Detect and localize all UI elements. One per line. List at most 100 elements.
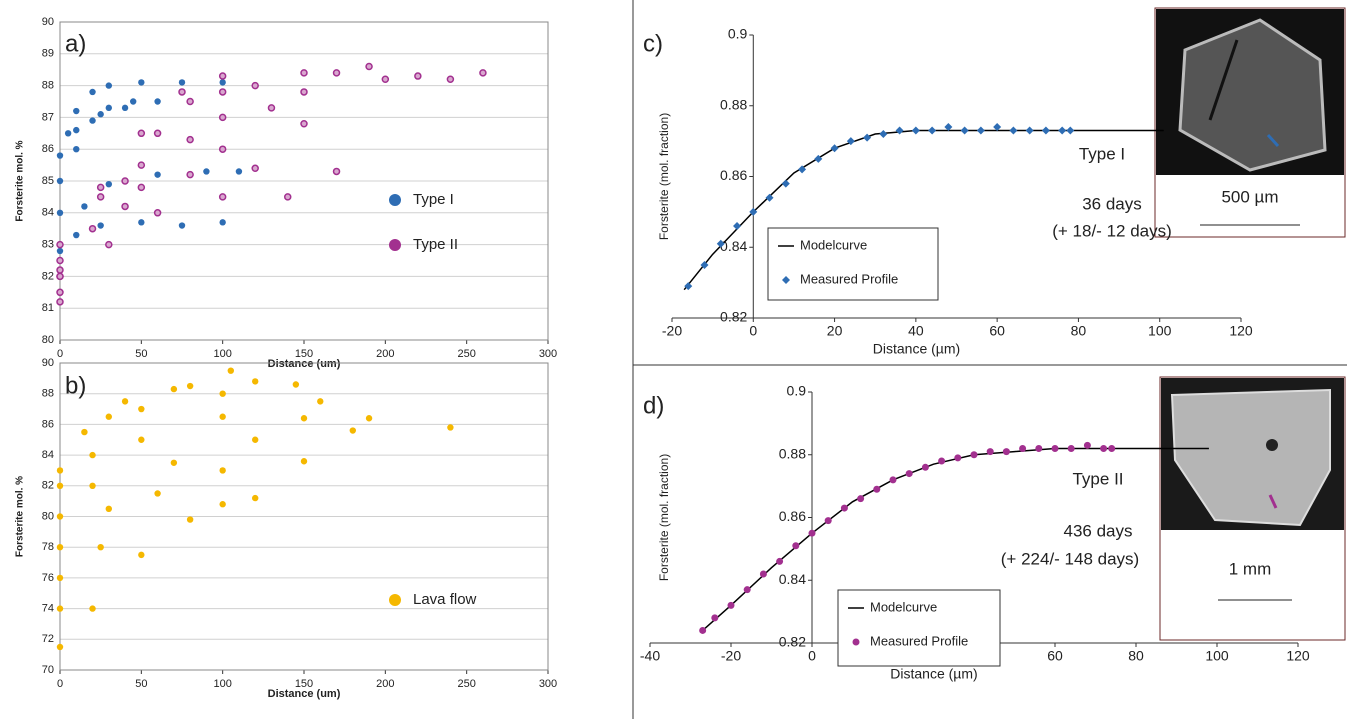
x-tick-label: -20: [662, 323, 682, 339]
point: [105, 82, 113, 89]
legend-label: Measured Profile: [800, 271, 898, 286]
x-tick-label: -20: [721, 648, 741, 664]
y-tick-label: 80: [42, 334, 54, 346]
point: [121, 202, 129, 211]
point: [219, 501, 226, 508]
point: [219, 79, 226, 86]
y-tick-label: 90: [42, 357, 54, 369]
point: [97, 222, 104, 229]
y-tick-label: 0.84: [720, 238, 747, 254]
x-tick-label: 250: [457, 348, 475, 360]
y-axis-label: Forsterite (mol. fraction): [657, 454, 671, 581]
panel-label: c): [643, 30, 663, 57]
point: [89, 482, 96, 489]
point: [684, 282, 693, 291]
point: [781, 179, 790, 188]
point: [219, 390, 226, 397]
x-tick-label: 0: [808, 648, 816, 664]
point: [56, 513, 64, 520]
x-tick-label: 0: [57, 348, 63, 360]
point: [56, 544, 64, 551]
point: [56, 152, 64, 159]
y-tick-label: 84: [42, 207, 54, 219]
point: [56, 605, 64, 612]
x-tick-label: 100: [1205, 648, 1229, 664]
point: [153, 129, 162, 138]
point: [381, 75, 390, 83]
point: [317, 398, 324, 405]
point: [138, 79, 145, 86]
point: [857, 495, 865, 503]
point: [56, 247, 64, 255]
point: [252, 378, 259, 385]
point: [251, 81, 259, 90]
x-tick-label: 120: [1286, 648, 1310, 664]
point: [252, 436, 259, 443]
panel-label: a): [65, 30, 86, 57]
point: [954, 454, 962, 462]
panel-label: d): [643, 392, 664, 419]
point: [873, 485, 881, 493]
y-tick-label: 0.82: [720, 309, 747, 325]
x-tick-label: 100: [213, 348, 231, 360]
y-axis-label: Forsterite (mol. fraction): [657, 113, 671, 240]
y-tick-label: 82: [42, 270, 54, 282]
annotation: (+ 224/- 148 days): [1001, 549, 1139, 568]
point: [105, 505, 113, 513]
point: [970, 451, 978, 459]
point: [186, 135, 194, 144]
point: [1002, 448, 1010, 456]
x-tick-label: 60: [989, 323, 1005, 339]
sem-image-d: [1159, 376, 1346, 641]
point: [218, 193, 227, 201]
point: [219, 413, 226, 420]
point: [300, 69, 308, 77]
point: [727, 601, 735, 609]
y-tick-label: 90: [42, 16, 54, 28]
point: [365, 62, 373, 71]
point: [56, 256, 64, 265]
x-tick-label: 40: [908, 323, 924, 339]
x-tick-label: -40: [640, 648, 660, 664]
legend-box: [767, 227, 939, 301]
point: [1051, 444, 1059, 452]
point: [776, 557, 784, 565]
y-tick-label: 0.9: [787, 383, 807, 399]
legend-box: [837, 589, 1001, 667]
point: [219, 219, 226, 226]
point: [300, 415, 308, 422]
y-tick-label: 81: [42, 302, 54, 314]
point: [840, 504, 848, 512]
point: [56, 643, 64, 651]
point: [446, 75, 455, 83]
point: [251, 164, 259, 173]
y-tick-label: 0.86: [720, 167, 747, 183]
profile-line: [1268, 494, 1278, 509]
point: [824, 517, 832, 525]
point: [56, 266, 64, 274]
point: [138, 405, 145, 413]
annotation: 500 µm: [1221, 187, 1278, 206]
x-tick-label: 60: [1047, 648, 1063, 664]
point: [203, 168, 210, 175]
point: [105, 180, 113, 188]
annotation: Type II: [1072, 469, 1123, 488]
point: [219, 467, 226, 474]
profile-line: [1266, 133, 1280, 148]
legend-swatch: [782, 276, 790, 284]
point: [993, 122, 1002, 131]
point: [56, 482, 64, 489]
point: [1041, 126, 1050, 135]
point: [447, 424, 454, 431]
point: [137, 161, 146, 169]
point: [711, 614, 719, 622]
point: [830, 144, 839, 153]
x-tick-label: 200: [376, 348, 394, 360]
point: [267, 104, 276, 112]
legend-label: Modelcurve: [800, 237, 867, 252]
x-tick-label: 200: [376, 678, 394, 690]
point: [186, 382, 194, 390]
y-tick-label: 0.88: [779, 445, 806, 461]
point: [121, 398, 129, 405]
